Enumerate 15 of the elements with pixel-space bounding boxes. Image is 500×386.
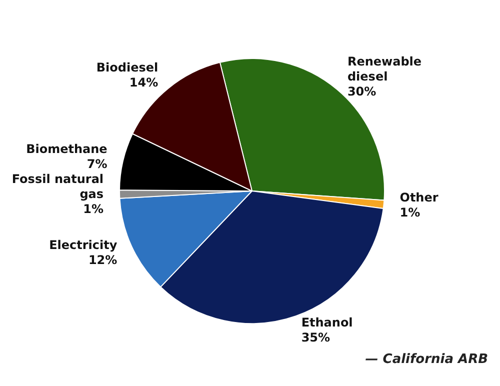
slice-label: Ethanol	[301, 316, 353, 330]
data-label: 12%	[88, 252, 118, 267]
data-label: 1%	[83, 202, 104, 216]
slice-label: Electricity	[49, 238, 118, 252]
data-label: 35%	[301, 330, 330, 345]
text: — California ARB	[365, 352, 488, 367]
slice-label: Other	[400, 190, 438, 205]
data-label: 7%	[86, 157, 108, 172]
data-label: 1%	[400, 206, 420, 220]
data-label: 14%	[129, 76, 158, 90]
slice-label: Fossil natural gas	[12, 172, 104, 201]
data-label: 30%	[347, 84, 376, 98]
slice-label: Biodiesel	[96, 60, 158, 75]
slice-label: Renewable diesel	[347, 54, 422, 84]
slice-label: Biomethane	[26, 142, 108, 156]
